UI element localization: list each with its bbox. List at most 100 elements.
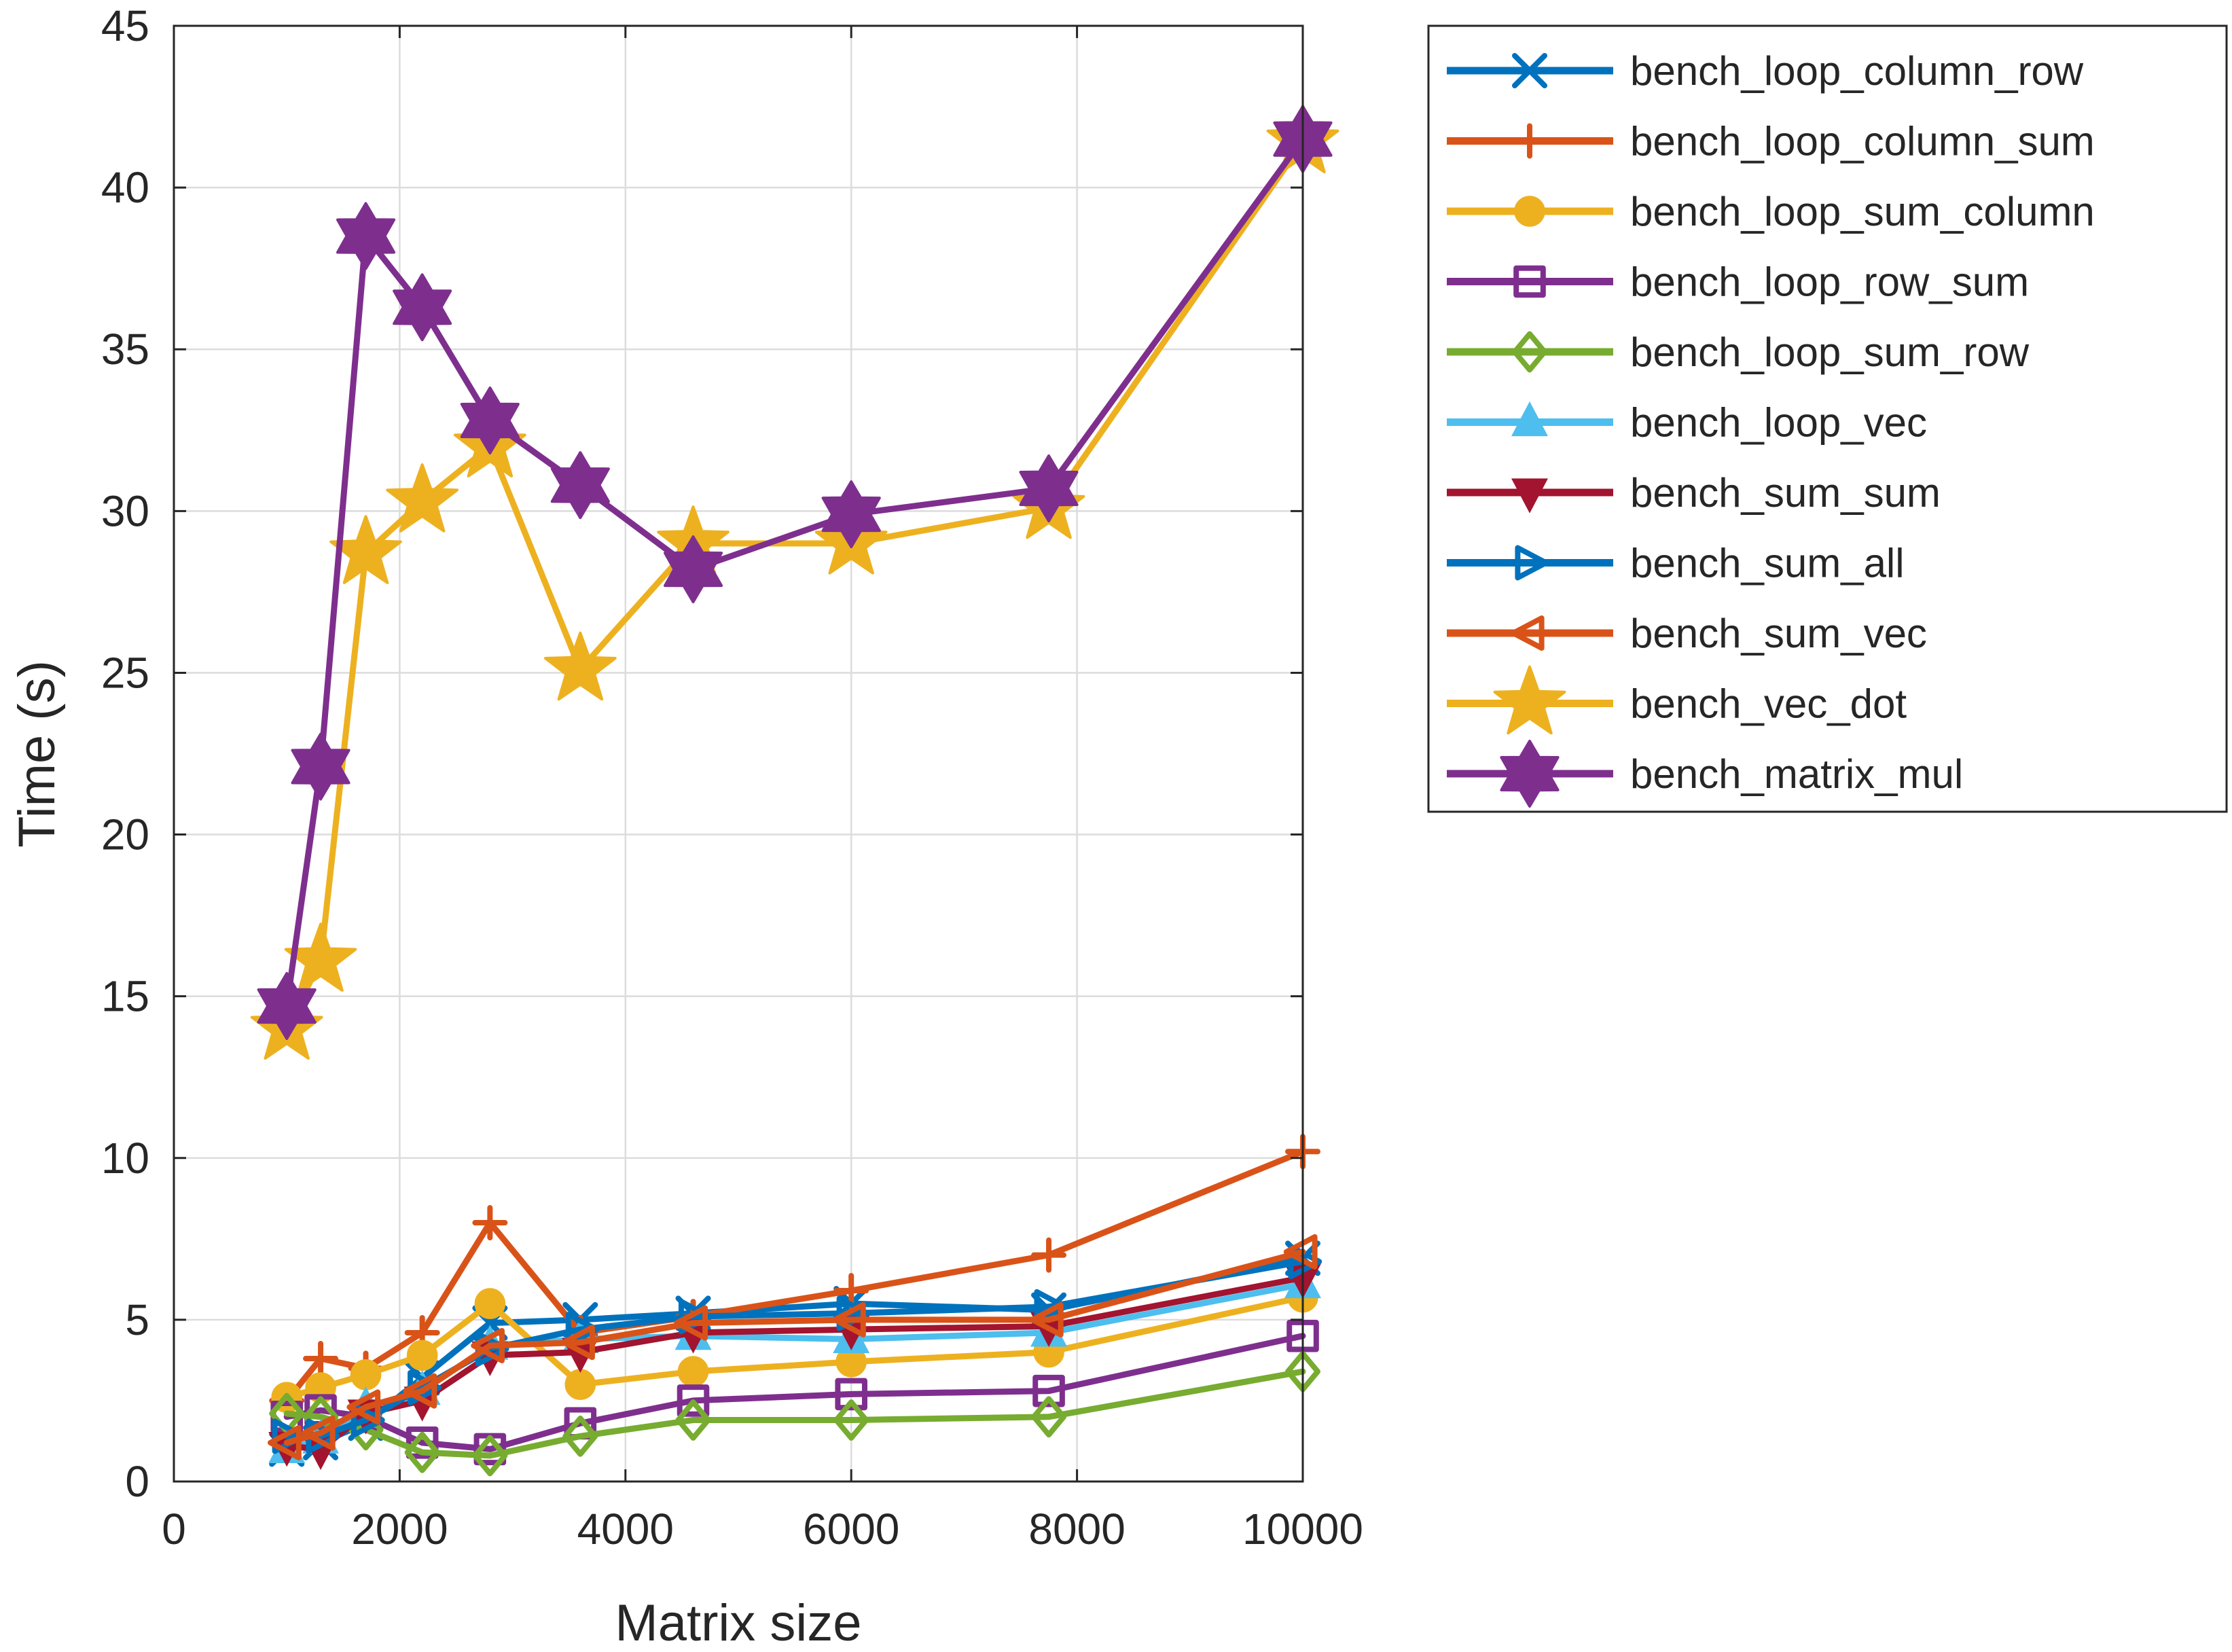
data-point [833, 1273, 869, 1309]
data-point [1500, 740, 1560, 808]
data-point [1029, 1301, 1064, 1337]
x-axis-label: Matrix size [615, 1594, 861, 1652]
series-line [283, 1274, 1306, 1452]
data-point [1511, 478, 1548, 514]
x-tick-label: 2000 [351, 1505, 448, 1554]
legend-label: bench_loop_column_row [1630, 48, 2084, 94]
legend-entry: bench_loop_sum_column [1447, 189, 2095, 234]
series-line [283, 1333, 1306, 1452]
data-point [1288, 1244, 1322, 1280]
data-point [675, 1399, 711, 1441]
legend-entry: bench_sum_sum [1447, 470, 1941, 516]
data-point [404, 1431, 440, 1473]
series-line [283, 1148, 1306, 1404]
data-point [1515, 545, 1549, 581]
legend: bench_loop_column_row bench_loop_column_s… [1427, 24, 2228, 813]
data-point [562, 1415, 598, 1457]
data-point [1031, 1237, 1067, 1273]
data-point [350, 1402, 385, 1438]
data-point [1513, 265, 1546, 298]
data-point [303, 1341, 339, 1377]
legend-label: bench_vec_dot [1630, 681, 1907, 727]
y-tick-label: 15 [101, 972, 149, 1021]
data-point [472, 1205, 508, 1241]
data-point [350, 1359, 382, 1390]
data-point [1511, 401, 1548, 437]
data-point [677, 1356, 709, 1387]
data-point [268, 1424, 302, 1460]
legend-label: bench_loop_vec [1630, 400, 1927, 446]
legend-entry: bench_sum_all [1447, 541, 1905, 586]
legend-label: bench_sum_sum [1630, 470, 1941, 516]
y-tick-label: 20 [101, 810, 149, 859]
x-tick-label: 10000 [1242, 1505, 1363, 1554]
data-point [257, 972, 317, 1040]
y-tick-label: 45 [101, 1, 149, 50]
data-point [832, 1301, 866, 1337]
data-point [544, 631, 617, 701]
data-point [291, 732, 350, 801]
legend-entry: bench_loop_sum_row [1447, 329, 2030, 375]
legend-entry: bench_loop_column_sum [1447, 119, 2095, 164]
data-point [1031, 1396, 1067, 1438]
data-point [677, 1384, 710, 1417]
data-point [1510, 615, 1545, 651]
y-tick-label: 40 [101, 163, 149, 212]
legend-label: bench_loop_column_sum [1630, 119, 2095, 164]
data-point [821, 480, 881, 549]
data-point [1512, 123, 1547, 159]
data-point [564, 1369, 596, 1400]
data-point [1019, 454, 1079, 522]
legend-entry: bench_vec_dot [1447, 665, 1907, 735]
legend-entry: bench_loop_vec [1447, 400, 1927, 446]
data-point [393, 273, 452, 342]
y-tick-label: 0 [125, 1457, 149, 1506]
data-point [561, 1325, 595, 1361]
legend-label: bench_loop_sum_row [1630, 329, 2030, 375]
data-point [664, 535, 723, 604]
data-point [1493, 665, 1566, 735]
legend-label: bench_loop_row_sum [1630, 259, 2029, 305]
series-line [283, 136, 1306, 1009]
data-point [472, 1435, 508, 1477]
data-point [1034, 1289, 1068, 1325]
legend-entry: bench_loop_column_row [1447, 48, 2084, 94]
data-point [1283, 1234, 1318, 1270]
data-point [835, 1378, 868, 1411]
x-tick-label: 0 [162, 1505, 186, 1554]
x-tick-label: 8000 [1028, 1505, 1125, 1554]
data-point [1512, 53, 1547, 88]
legend-label: bench_sum_all [1630, 541, 1905, 586]
data-point [1514, 196, 1545, 227]
axis-ticks: 0 2000 4000 6000 8000 10000 0 5 10 15 20 25 30 35 40 45 [101, 1, 1363, 1554]
y-tick-label: 25 [101, 648, 149, 697]
x-tick-label: 6000 [803, 1505, 899, 1554]
series-line [283, 1258, 1306, 1439]
data-point [386, 463, 458, 533]
y-tick-label: 10 [101, 1134, 149, 1183]
data-point [474, 1288, 506, 1319]
y-tick-label: 5 [125, 1295, 149, 1344]
data-point [1512, 331, 1547, 373]
data-point [460, 387, 520, 454]
data-point [346, 1389, 381, 1425]
legend-label: bench_sum_vec [1630, 611, 1927, 656]
legend-entry: bench_matrix_mul [1447, 740, 1963, 808]
data-point [550, 451, 610, 520]
y-tick-label: 30 [101, 486, 149, 535]
data-point [833, 1399, 869, 1441]
grid-lines [174, 26, 1303, 1482]
data-point [406, 1426, 439, 1459]
data-point [403, 1373, 437, 1409]
data-point [301, 1415, 336, 1451]
data-point [1032, 1374, 1065, 1407]
plot-frame [173, 24, 1304, 1483]
data-point [336, 202, 396, 270]
series-line [283, 1249, 1306, 1446]
legend-entry: bench_loop_row_sum [1447, 259, 2029, 305]
data-point [406, 1340, 438, 1371]
legend-label: bench_matrix_mul [1630, 751, 1963, 797]
series-bench_sum_vec [268, 1234, 1318, 1460]
data-point [471, 1327, 505, 1363]
